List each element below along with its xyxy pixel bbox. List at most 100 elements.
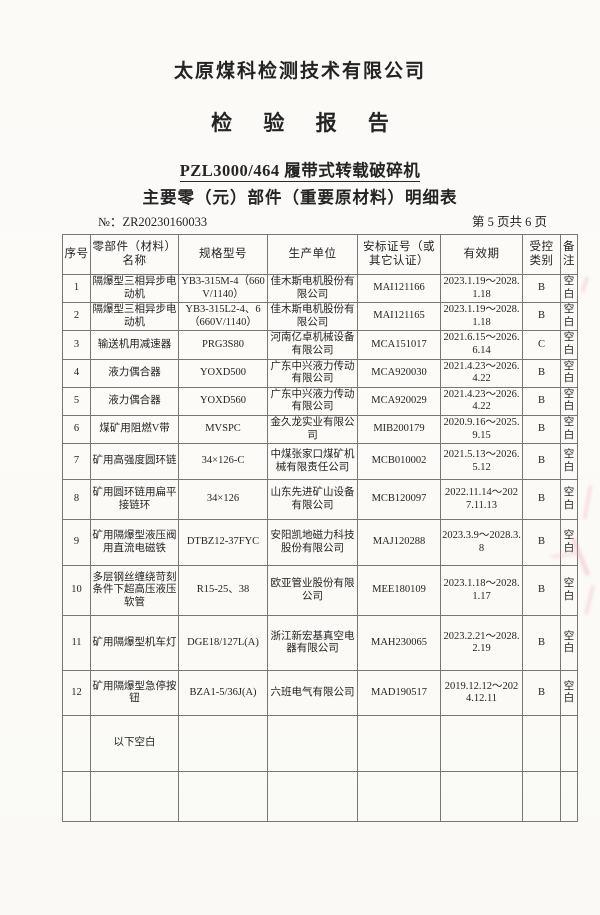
cell-category: C	[522, 330, 561, 360]
cell-model	[178, 771, 268, 823]
parts-table-body: 1 隔爆型三相异步电动机 YB3-315M-4（660V/1140） 佳木斯电机股份有…	[62, 273, 578, 823]
cell-certificate: MCB120097	[357, 479, 441, 521]
cell-part-name: 输送机用减速器	[90, 330, 179, 360]
ink-bleed-mark	[584, 585, 600, 617]
column-header: 备注	[560, 234, 578, 275]
cell-part-name	[90, 771, 179, 823]
cell-model: YOXD500	[178, 358, 268, 388]
cell-validity: 2022.11.14～2027.11.13	[440, 479, 523, 521]
cell-index: 12	[62, 670, 91, 717]
cell-category: B	[522, 670, 561, 717]
table-row	[62, 771, 578, 823]
column-header: 规格型号	[178, 234, 268, 275]
cell-part-name: 矿用隔爆型机车灯	[90, 615, 179, 672]
report-title: 检 验 报 告	[211, 111, 402, 135]
cell-model: 34×126	[178, 479, 268, 521]
cell-validity	[440, 771, 523, 823]
cell-validity: 2020.9.16～2025.9.15	[440, 414, 523, 445]
cell-validity: 2021.6.15～2026.6.14	[440, 330, 523, 360]
cell-remark: 空白	[560, 358, 578, 388]
cell-index: 5	[62, 386, 91, 416]
cell-remark: 空白	[560, 302, 578, 332]
cell-remark: 空白	[560, 615, 578, 672]
cell-part-name: 液力偶合器	[90, 358, 179, 388]
cell-certificate: MAJ120288	[357, 519, 441, 567]
cell-certificate: MEE180109	[357, 565, 441, 617]
cell-index: 3	[62, 330, 91, 360]
cell-validity: 2021.5.13～2026.5.12	[440, 443, 523, 481]
cell-certificate: MCA920030	[357, 358, 441, 388]
cell-manufacturer: 欧亚管业股份有限公司	[267, 565, 358, 617]
column-header: 序号	[62, 234, 91, 275]
cell-index: 9	[62, 519, 91, 567]
column-header: 受控类别	[522, 234, 561, 275]
cell-category: B	[522, 302, 561, 332]
cell-index	[62, 771, 91, 823]
cell-index: 10	[62, 565, 91, 617]
column-header: 生产单位	[267, 234, 358, 275]
cell-category: B	[522, 443, 561, 481]
cell-manufacturer: 广东中兴液力传动有限公司	[267, 386, 358, 416]
report-number-value: ZR20230160033	[122, 215, 208, 229]
cell-category: B	[522, 565, 561, 617]
cell-manufacturer: 浙江新宏基真空电器有限公司	[267, 615, 358, 672]
cell-validity: 2023.1.18～2028.1.17	[440, 565, 523, 617]
cell-model: PRG3S80	[178, 330, 268, 360]
table-row: 12 矿用隔爆型急停按钮 BZA1-5/36J(A) 六班电气有限公司 MAD19051…	[62, 670, 578, 717]
report-number-label: №：	[98, 215, 123, 229]
meta-row: №：ZR20230160033 第 5 页共 6 页	[62, 211, 577, 230]
cell-manufacturer: 安阳凯地磁力科技股份有限公司	[267, 519, 358, 567]
cell-remark: 空白	[560, 330, 578, 360]
cell-manufacturer: 金久龙实业有限公司	[267, 414, 358, 445]
column-header: 零部件（材料）名称	[90, 234, 179, 275]
report-number: №：ZR20230160033	[98, 211, 207, 230]
cell-category: B	[522, 358, 561, 388]
cell-category: B	[522, 414, 561, 445]
table-row: 以下空白	[62, 715, 578, 773]
cell-remark	[560, 715, 578, 773]
header-row: 序号 零部件（材料）名称 规格型号 生产单位 安标证号（或其它认证） 有效期 受控类别 备注	[62, 234, 578, 275]
table-row: 4 液力偶合器 YOXD500 广东中兴液力传动有限公司 MCA920030 2021.4…	[62, 358, 578, 388]
cell-index: 11	[62, 615, 91, 672]
page-indicator: 第 5 页共 6 页	[471, 215, 547, 229]
cell-remark	[560, 771, 578, 823]
cell-model: R15-25、38	[178, 565, 268, 617]
cell-manufacturer: 佳木斯电机股份有限公司	[267, 273, 358, 304]
report-page: 太原煤科检测技术有限公司 检 验 报 告 PZL3000/464 履带式转载破碎…	[0, 56, 600, 915]
cell-certificate	[357, 715, 441, 773]
parts-table: 序号 零部件（材料）名称 规格型号 生产单位 安标证号（或其它认证） 有效期 受控类别 备注 …	[62, 234, 578, 823]
cell-certificate: MCA920029	[357, 386, 441, 416]
cell-part-name: 隔爆型三相异步电动机	[90, 273, 179, 304]
column-header: 安标证号（或其它认证）	[357, 234, 441, 275]
cell-certificate: MAH230065	[357, 615, 441, 672]
cell-manufacturer: 河南亿卓机械设备有限公司	[267, 330, 358, 360]
cell-manufacturer: 广东中兴液力传动有限公司	[267, 358, 358, 388]
cell-part-name: 矿用圆环链用扁平接链环	[90, 479, 179, 521]
ink-bleed-mark	[583, 485, 600, 521]
cell-index: 4	[62, 358, 91, 388]
table-row: 3 输送机用减速器 PRG3S80 河南亿卓机械设备有限公司 MCA151017 2021…	[62, 330, 578, 360]
cell-validity: 2023.3.9～2028.3.8	[440, 519, 523, 567]
cell-remark: 空白	[560, 273, 578, 304]
cell-category: B	[522, 615, 561, 672]
cell-remark: 空白	[560, 386, 578, 416]
cell-manufacturer: 六班电气有限公司	[267, 670, 358, 717]
cell-category: B	[522, 273, 561, 304]
cell-remark: 空白	[560, 565, 578, 617]
cell-certificate: MAI121165	[357, 302, 441, 332]
cell-certificate	[357, 771, 441, 823]
cell-index	[62, 715, 91, 773]
cell-category: B	[522, 519, 561, 567]
cell-part-name: 多层钢丝缠绕苛刻条件下超高压液压软管	[90, 565, 179, 617]
cell-manufacturer: 佳木斯电机股份有限公司	[267, 302, 358, 332]
table-row: 6 煤矿用阻燃V带 MVSPC 金久龙实业有限公司 MIB200179 2020.9.16…	[62, 414, 578, 445]
cell-model: YB3-315M-4（660V/1140）	[178, 273, 268, 304]
table-row: 8 矿用圆环链用扁平接链环 34×126 山东先进矿山设备有限公司 MCB120097 2…	[62, 479, 578, 521]
cell-model: YB3-315L2-4、6（660V/1140）	[178, 302, 268, 332]
table-row: 1 隔爆型三相异步电动机 YB3-315M-4（660V/1140） 佳木斯电机股份有…	[62, 273, 578, 304]
cell-certificate: MCB010002	[357, 443, 441, 481]
cell-certificate: MCA151017	[357, 330, 441, 360]
cell-part-name: 矿用隔爆型急停按钮	[90, 670, 179, 717]
cell-category	[522, 771, 561, 823]
table-title: 主要零（元）部件（重要原材料）明细表	[142, 188, 458, 207]
